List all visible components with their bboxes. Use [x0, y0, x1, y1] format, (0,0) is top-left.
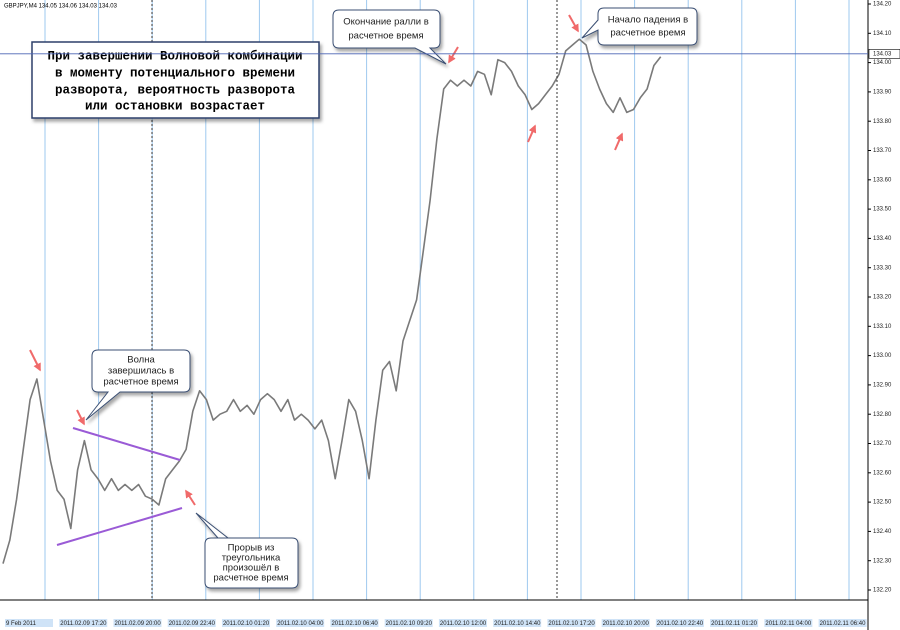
callout: Волна завершилась в расчетное время	[85, 349, 191, 421]
x-label-box	[167, 619, 216, 627]
x-tick-label: 2011.02.10 04:00	[277, 621, 324, 627]
x-label-box	[221, 619, 270, 627]
y-tick-label: 133.70	[873, 148, 892, 154]
y-tick-label: 132.60	[873, 470, 892, 476]
callout-line: Прорыв из	[228, 543, 275, 554]
y-tick-label: 133.30	[873, 265, 892, 271]
callout-line: Окончание ралли в	[343, 17, 429, 28]
callout: Начало падения в расчетное время	[581, 7, 698, 46]
callout-line: произошёл в	[223, 563, 280, 574]
x-tick-label: 2011.02.09 17:20	[60, 621, 107, 627]
callout-shape	[85, 349, 191, 421]
x-label-box	[330, 619, 379, 627]
callout-shape	[581, 7, 698, 46]
callout-line: Волна	[127, 355, 155, 366]
x-label-box	[601, 619, 650, 627]
current-price-box	[868, 49, 900, 59]
y-tick-label: 133.50	[873, 207, 892, 213]
x-label-box	[655, 619, 704, 627]
x-label-box	[547, 619, 596, 627]
y-tick-label: 133.20	[873, 295, 892, 301]
callout-line: расчетное время	[213, 573, 288, 584]
arrow	[614, 132, 624, 151]
x-label-box	[818, 619, 867, 627]
arrow	[448, 46, 459, 64]
y-tick-label: 132.20	[873, 588, 892, 594]
x-label-box	[113, 619, 162, 627]
note-line: разворота, вероятность разворота	[55, 83, 296, 97]
x-tick-label: 2011.02.10 20:00	[603, 621, 650, 627]
x-tick-label: 2011.02.10 01:20	[223, 621, 270, 627]
y-tick-label: 133.10	[873, 324, 892, 330]
current-price-label: 134.03	[873, 51, 892, 57]
arrow	[568, 14, 579, 33]
x-tick-label: 2011.02.11 04:00	[765, 621, 811, 627]
x-label-box	[59, 619, 108, 627]
price-line	[2, 38, 662, 564]
callout-line: треугольника	[222, 553, 281, 564]
y-tick-label: 132.70	[873, 441, 892, 447]
x-tick-label: 2011.02.10 22:40	[657, 621, 704, 627]
x-tick-label: 2011.02.11 06:40	[820, 621, 866, 627]
y-tick-label: 133.40	[873, 236, 892, 242]
x-label-box	[276, 619, 325, 627]
x-tick-label: 2011.02.10 17:20	[548, 621, 595, 627]
x-label-box	[710, 619, 759, 627]
x-label-box	[764, 619, 813, 627]
arrow	[29, 349, 41, 372]
callout-line: Начало падения в	[608, 15, 688, 26]
y-tick-label: 133.60	[873, 177, 892, 183]
note-line: в моменту потенциального времени	[55, 66, 295, 80]
callout-line: расчетное время	[610, 28, 685, 39]
y-tick-label: 133.90	[873, 89, 892, 95]
x-tick-label: 2011.02.10 09:20	[386, 621, 433, 627]
main-note: При завершении Волновой комбинации в мом…	[31, 41, 320, 119]
x-label-box	[5, 619, 53, 627]
chart-header: GBPJPY,M4 134.05 134.06 134.03 134.03	[4, 4, 118, 10]
arrow	[76, 409, 85, 426]
y-tick-label: 132.80	[873, 412, 892, 418]
x-label-box	[384, 619, 433, 627]
plot-layer	[2, 38, 662, 564]
x-tick-label: 2011.02.09 20:00	[114, 621, 161, 627]
callout-line: расчетное время	[348, 31, 423, 42]
callout: Прорыв из треугольника произошёл в расче…	[195, 512, 299, 589]
y-tick-label: 133.00	[873, 353, 892, 359]
callout-shape	[195, 512, 299, 589]
triangle-line	[72, 427, 181, 461]
arrow	[185, 489, 196, 506]
x-label-box	[493, 619, 542, 627]
y-tick-label: 134.20	[873, 2, 892, 8]
y-tick-label: 132.90	[873, 382, 892, 388]
note-box	[31, 41, 320, 119]
x-label-box	[438, 619, 487, 627]
note-line: или остановки возрастает	[85, 99, 265, 113]
arrow	[527, 124, 537, 143]
y-tick-label: 132.30	[873, 558, 892, 564]
y-tick-label: 134.10	[873, 31, 892, 37]
x-tick-label: 2011.02.09 22:40	[169, 621, 216, 627]
x-tick-label: 2011.02.10 12:00	[440, 621, 487, 627]
triangle-line	[56, 507, 183, 546]
y-tick-label: 134.00	[873, 60, 892, 66]
x-tick-label: 2011.02.10 14:40	[494, 621, 541, 627]
note-line: При завершении Волновой комбинации	[47, 48, 302, 63]
callout: Окончание ралли в расчетное время	[332, 9, 447, 65]
y-tick-label: 132.40	[873, 529, 892, 535]
x-tick-label: 2011.02.11 01:20	[711, 621, 757, 627]
callout-line: завершилась в	[108, 366, 174, 377]
y-tick-label: 132.50	[873, 500, 892, 506]
x-tick-label: 2011.02.10 06:40	[331, 621, 378, 627]
callout-shape	[332, 9, 447, 65]
x-tick-label: 9 Feb 2011	[6, 621, 37, 627]
callout-line: расчетное время	[103, 377, 178, 388]
y-tick-label: 133.80	[873, 119, 892, 125]
